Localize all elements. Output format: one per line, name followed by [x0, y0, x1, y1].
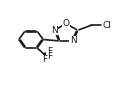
Text: N: N	[70, 36, 77, 45]
Text: O: O	[63, 19, 70, 28]
Text: Cl: Cl	[102, 21, 111, 30]
Text: F: F	[42, 55, 47, 64]
Text: F: F	[47, 52, 52, 61]
Text: F: F	[47, 47, 52, 56]
Text: N: N	[51, 26, 58, 35]
